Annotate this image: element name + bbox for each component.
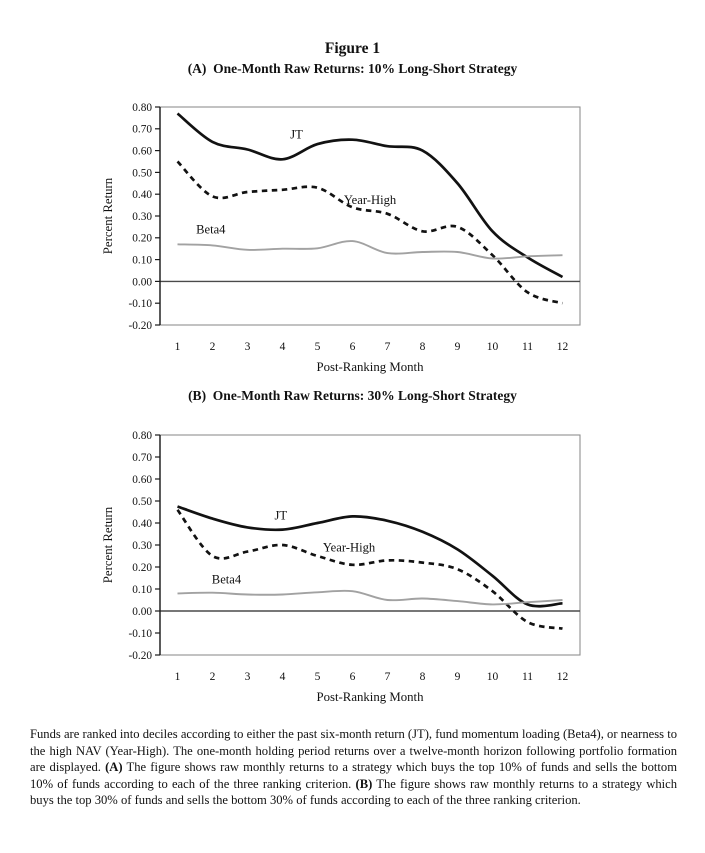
x-tick-label: 10	[487, 341, 499, 353]
y-tick-label: 0.40	[132, 189, 152, 201]
y-tick-label: 0.20	[132, 562, 152, 574]
x-tick-label: 9	[455, 341, 461, 353]
chart-panel-b: 0.80 0.70 0.60 0.50 0.40 0.30 0.20 0.10 0.00 -0.1…	[101, 430, 581, 704]
caption-bold-a: (A)	[105, 760, 123, 775]
x-tick-label: 10	[487, 671, 499, 683]
panel-b-series-label-year-high: Year-High	[323, 540, 376, 554]
y-axis-title: Percent Return	[101, 506, 115, 583]
x-tick-label: 3	[245, 671, 251, 683]
y-tick-label: 0.60	[132, 474, 152, 486]
panel-b-line-year-high	[176, 508, 563, 630]
x-tick-label: 3	[245, 341, 251, 353]
x-tick-label: 4	[280, 341, 286, 353]
panel-b-series-label-jt: JT	[275, 509, 288, 523]
y-tick-label: 0.40	[132, 518, 152, 530]
y-tick-label: 0.10	[132, 584, 152, 596]
x-tick-label: 1	[175, 341, 181, 353]
x-tick-label: 5	[315, 341, 321, 353]
y-tick-label: 0.70	[132, 452, 152, 464]
panel-b-line-beta4	[177, 589, 563, 606]
y-tick-label: 0.00	[132, 276, 152, 288]
y-tick-label: -0.20	[128, 320, 152, 332]
x-tick-label: 8	[420, 341, 426, 353]
panel-b-series-label-beta4: Beta4	[212, 572, 242, 586]
x-tick-label: 1	[175, 671, 181, 683]
y-tick-label: 0.80	[132, 102, 152, 114]
x-tick-label: 6	[350, 341, 356, 353]
chart-panel-a: 0.80 0.70 0.60 0.50 0.40 0.30 0.20 0.10 0.00 -0.1…	[101, 102, 581, 374]
figure-title: Figure 1	[324, 40, 381, 57]
x-tick-label: 5	[315, 671, 321, 683]
x-tick-label: 9	[455, 671, 461, 683]
y-tick-label: 0.10	[132, 255, 152, 267]
y-tick-label: 0.30	[132, 540, 152, 552]
panel-a-series-label-beta4: Beta4	[196, 222, 226, 236]
caption-text-3: The figure shows raw monthly returns to …	[30, 776, 677, 808]
y-tick-label: -0.20	[128, 650, 152, 662]
x-tick-label: 2	[210, 671, 216, 683]
y-tick-label: 0.50	[132, 167, 152, 179]
x-tick-label: 7	[385, 341, 391, 353]
y-tick-label: 0.80	[132, 430, 152, 442]
y-tick-label: 0.70	[132, 124, 152, 136]
panel-a-line-year-high	[176, 160, 563, 305]
panel-a-line-jt	[176, 112, 564, 279]
x-axis-title: Post-Ranking Month	[316, 360, 424, 374]
x-tick-label: 12	[557, 671, 569, 683]
y-tick-label: 0.60	[132, 146, 152, 158]
x-tick-label: 6	[350, 671, 356, 683]
figure-caption: Funds are ranked into deciles according …	[30, 726, 677, 809]
panel-b-line-jt	[177, 505, 563, 608]
x-tick-label: 11	[522, 671, 533, 683]
panel-a-series-label-year-high: Year-High	[344, 193, 397, 207]
y-tick-label: -0.10	[128, 298, 152, 310]
x-tick-label: 7	[385, 671, 391, 683]
y-tick-label: 0.30	[132, 211, 152, 223]
y-axis-title: Percent Return	[101, 177, 115, 254]
caption-text-1: Funds are ranked into deciles according …	[30, 727, 677, 775]
x-tick-label: 8	[420, 671, 426, 683]
x-tick-label: 4	[280, 671, 286, 683]
panel-a-title: (A) One-Month Raw Returns: 10% Long-Shor…	[187, 61, 518, 76]
y-tick-label: -0.10	[128, 628, 152, 640]
y-tick-label: 0.20	[132, 233, 152, 245]
caption-bold-b: (B)	[355, 776, 373, 791]
panel-a-series-label-jt: JT	[290, 128, 303, 142]
x-axis-title: Post-Ranking Month	[316, 690, 424, 704]
panel-b-title: (B) One-Month Raw Returns: 30% Long-Shor…	[188, 388, 517, 403]
panel-a-line-beta4	[177, 240, 563, 260]
x-tick-label: 12	[557, 341, 569, 353]
x-tick-label: 11	[522, 341, 533, 353]
y-tick-label: 0.50	[132, 496, 152, 508]
caption-text-2: The figure shows raw monthly returns to …	[30, 760, 677, 791]
x-tick-label: 2	[210, 341, 216, 353]
plot-border	[159, 106, 581, 326]
y-tick-label: 0.00	[132, 606, 152, 618]
